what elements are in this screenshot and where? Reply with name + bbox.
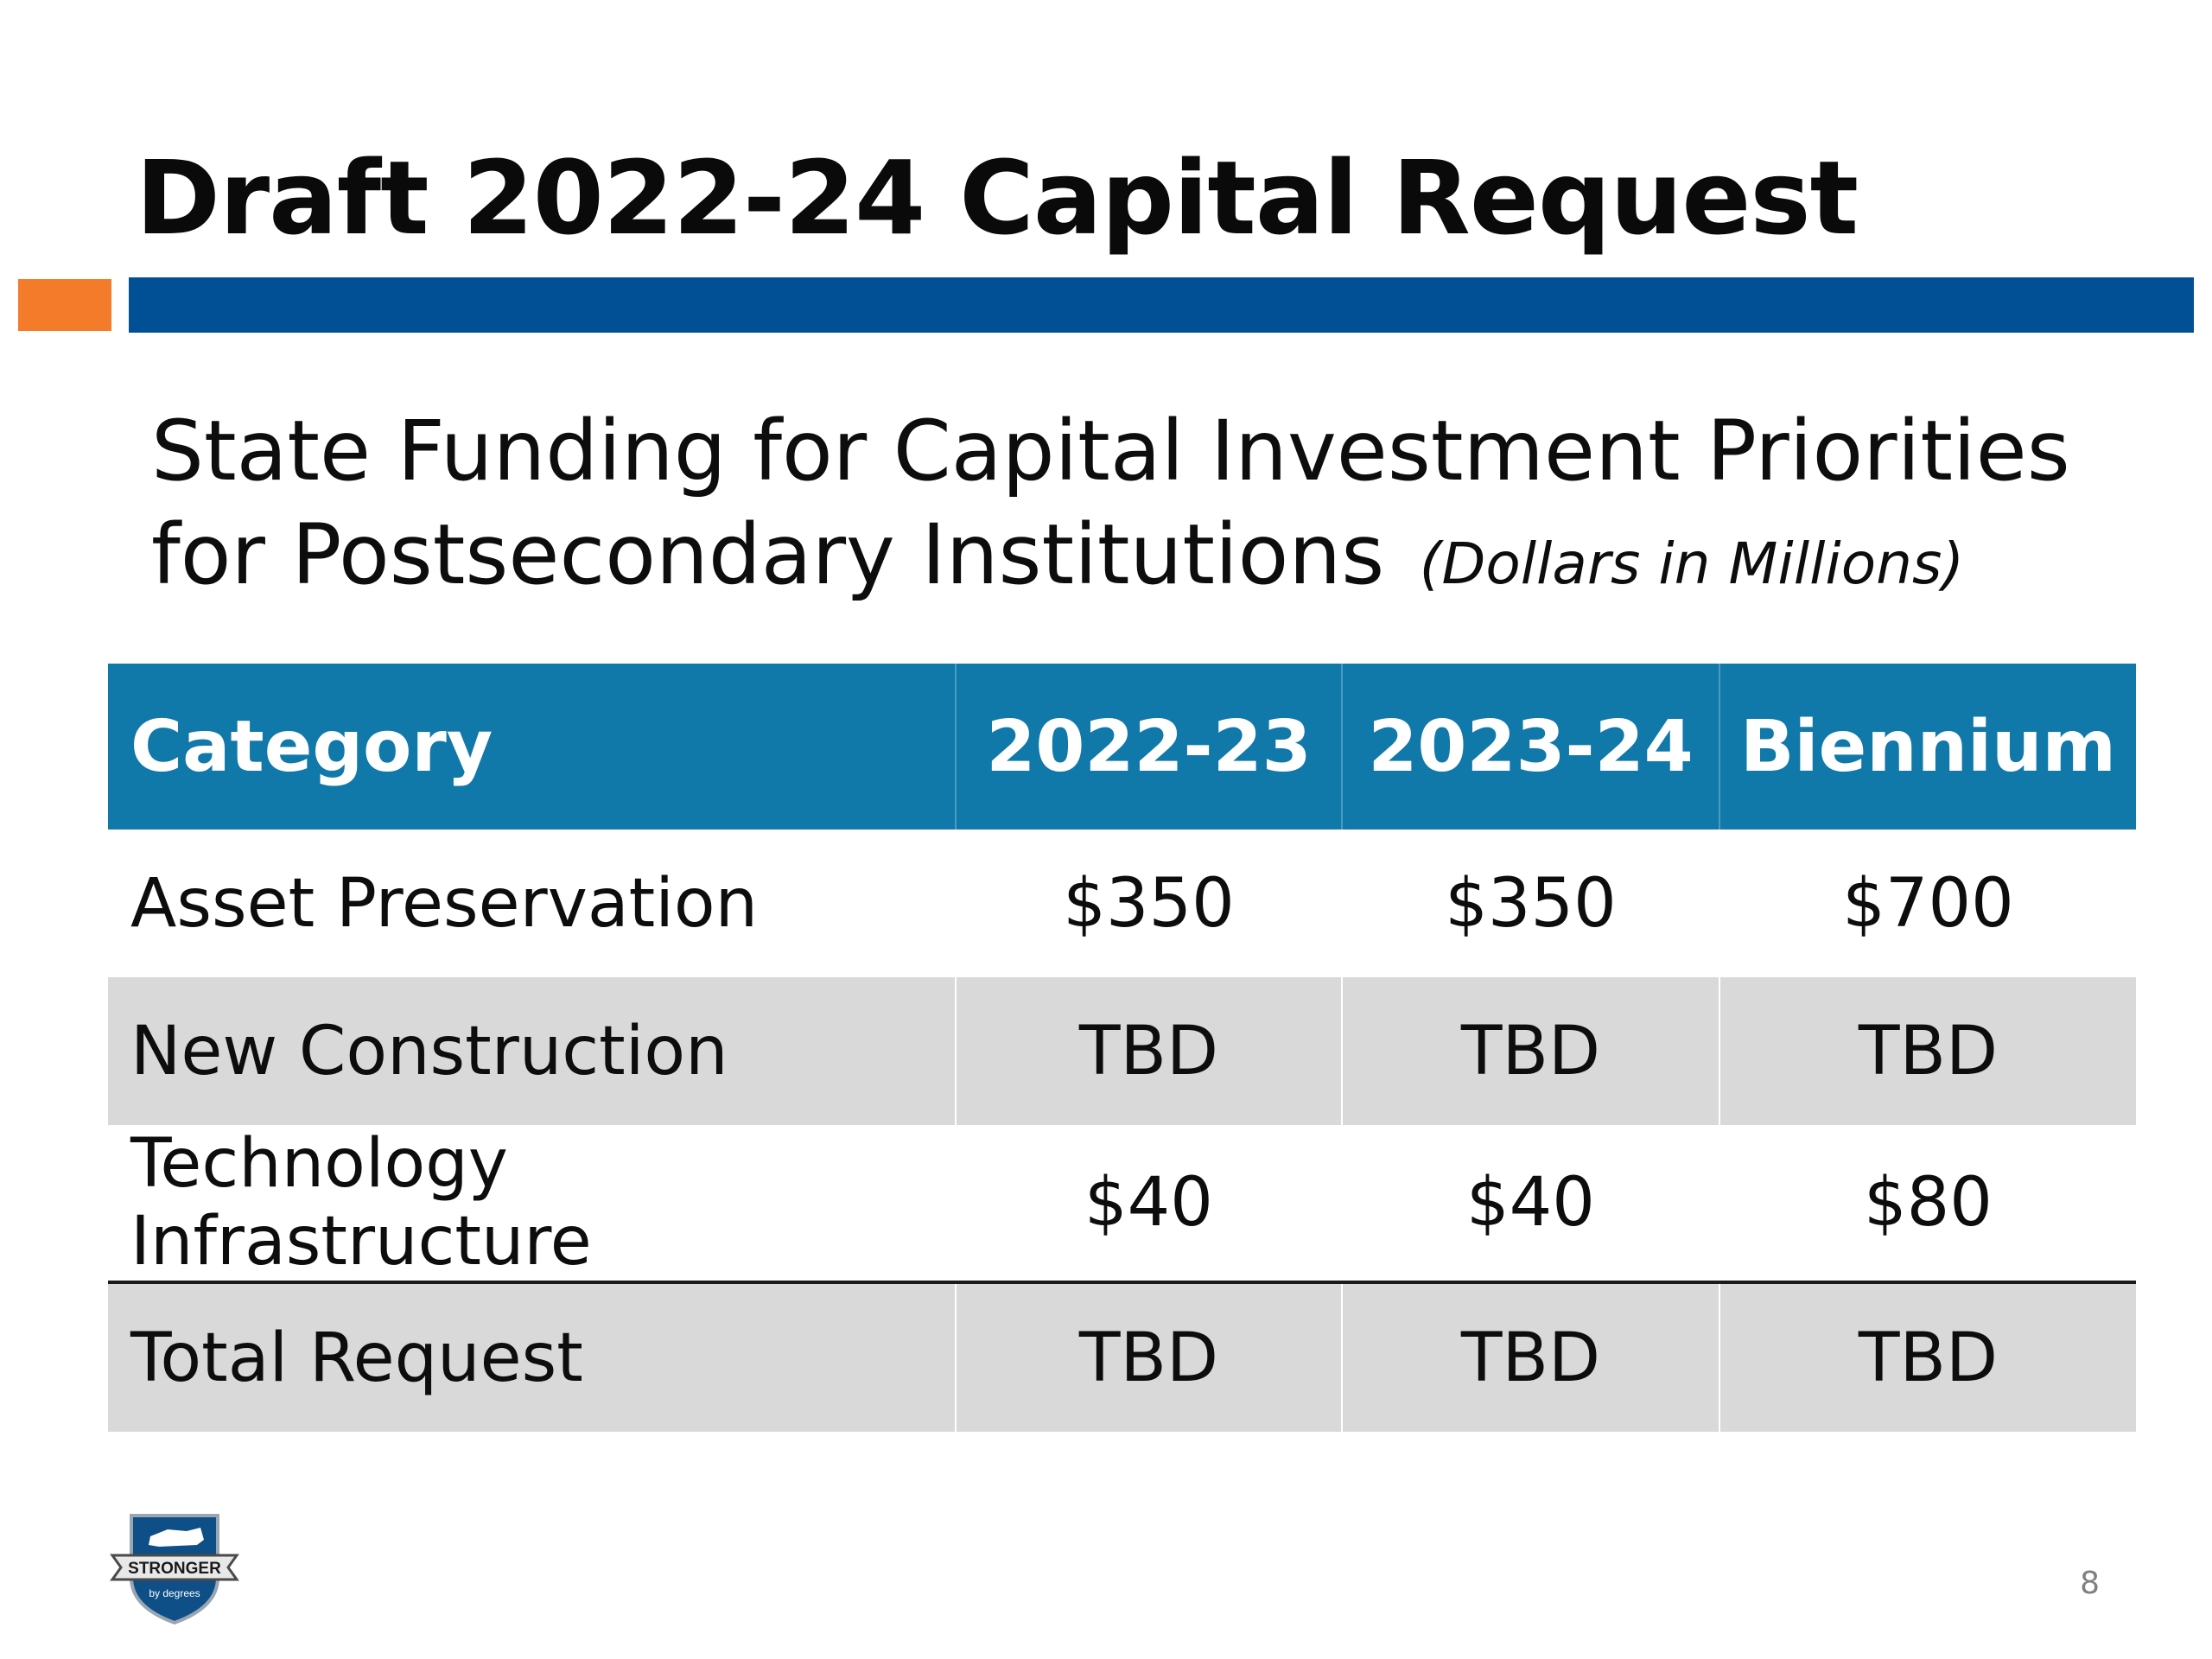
row-value-2022-23: $350 [955,830,1342,977]
row-value-2023-24: TBD [1341,977,1719,1125]
row-value-biennium: $700 [1719,830,2136,977]
row-value-2023-24: $40 [1341,1125,1719,1282]
table-row: Asset Preservation $350 $350 $700 [108,830,2136,977]
subtitle-units-note: (Dollars in Millions) [1419,531,1965,597]
row-value-biennium: TBD [1719,977,2136,1125]
row-value-biennium: TBD [1719,1281,2136,1432]
page-number: 8 [2080,1566,2100,1601]
kentucky-shield-logo-icon: STRONGER by degrees [110,1514,239,1624]
table-total-row: Total Request TBD TBD TBD [108,1281,2136,1432]
row-value-2022-23: TBD [955,1281,1342,1432]
table-header-row: Category 2022-23 2023-24 Biennium [108,664,2136,830]
row-category: Total Request [108,1281,956,1432]
row-value-2022-23: TBD [955,977,1342,1125]
header-biennium: Biennium [1719,664,2136,830]
table-row: Technology Infrastructure $40 $40 $80 [108,1125,2136,1282]
row-category: Technology Infrastructure [108,1125,956,1282]
row-value-biennium: $80 [1719,1125,2136,1282]
row-value-2022-23: $40 [955,1125,1342,1282]
header-2023-24: 2023-24 [1341,664,1719,830]
orange-accent-bar [18,279,111,331]
slide-title: Draft 2022-24 Capital Request [136,138,1859,257]
logo-tagline: by degrees [149,1587,200,1599]
table-row: New Construction TBD TBD TBD [108,977,2136,1125]
logo-wordmark: STRONGER [128,1560,221,1578]
row-value-2023-24: $350 [1341,830,1719,977]
row-category: Asset Preservation [108,830,956,977]
row-category: New Construction [108,977,956,1125]
capital-request-table: Category 2022-23 2023-24 Biennium Asset … [108,664,2136,1432]
blue-title-rule [129,277,2194,333]
slide-subtitle: State Funding for Capital Investment Pri… [151,399,2164,616]
header-category: Category [108,664,956,830]
row-value-2023-24: TBD [1341,1281,1719,1432]
header-2022-23: 2022-23 [955,664,1342,830]
subtitle-text: State Funding for Capital Investment Pri… [151,403,2070,603]
